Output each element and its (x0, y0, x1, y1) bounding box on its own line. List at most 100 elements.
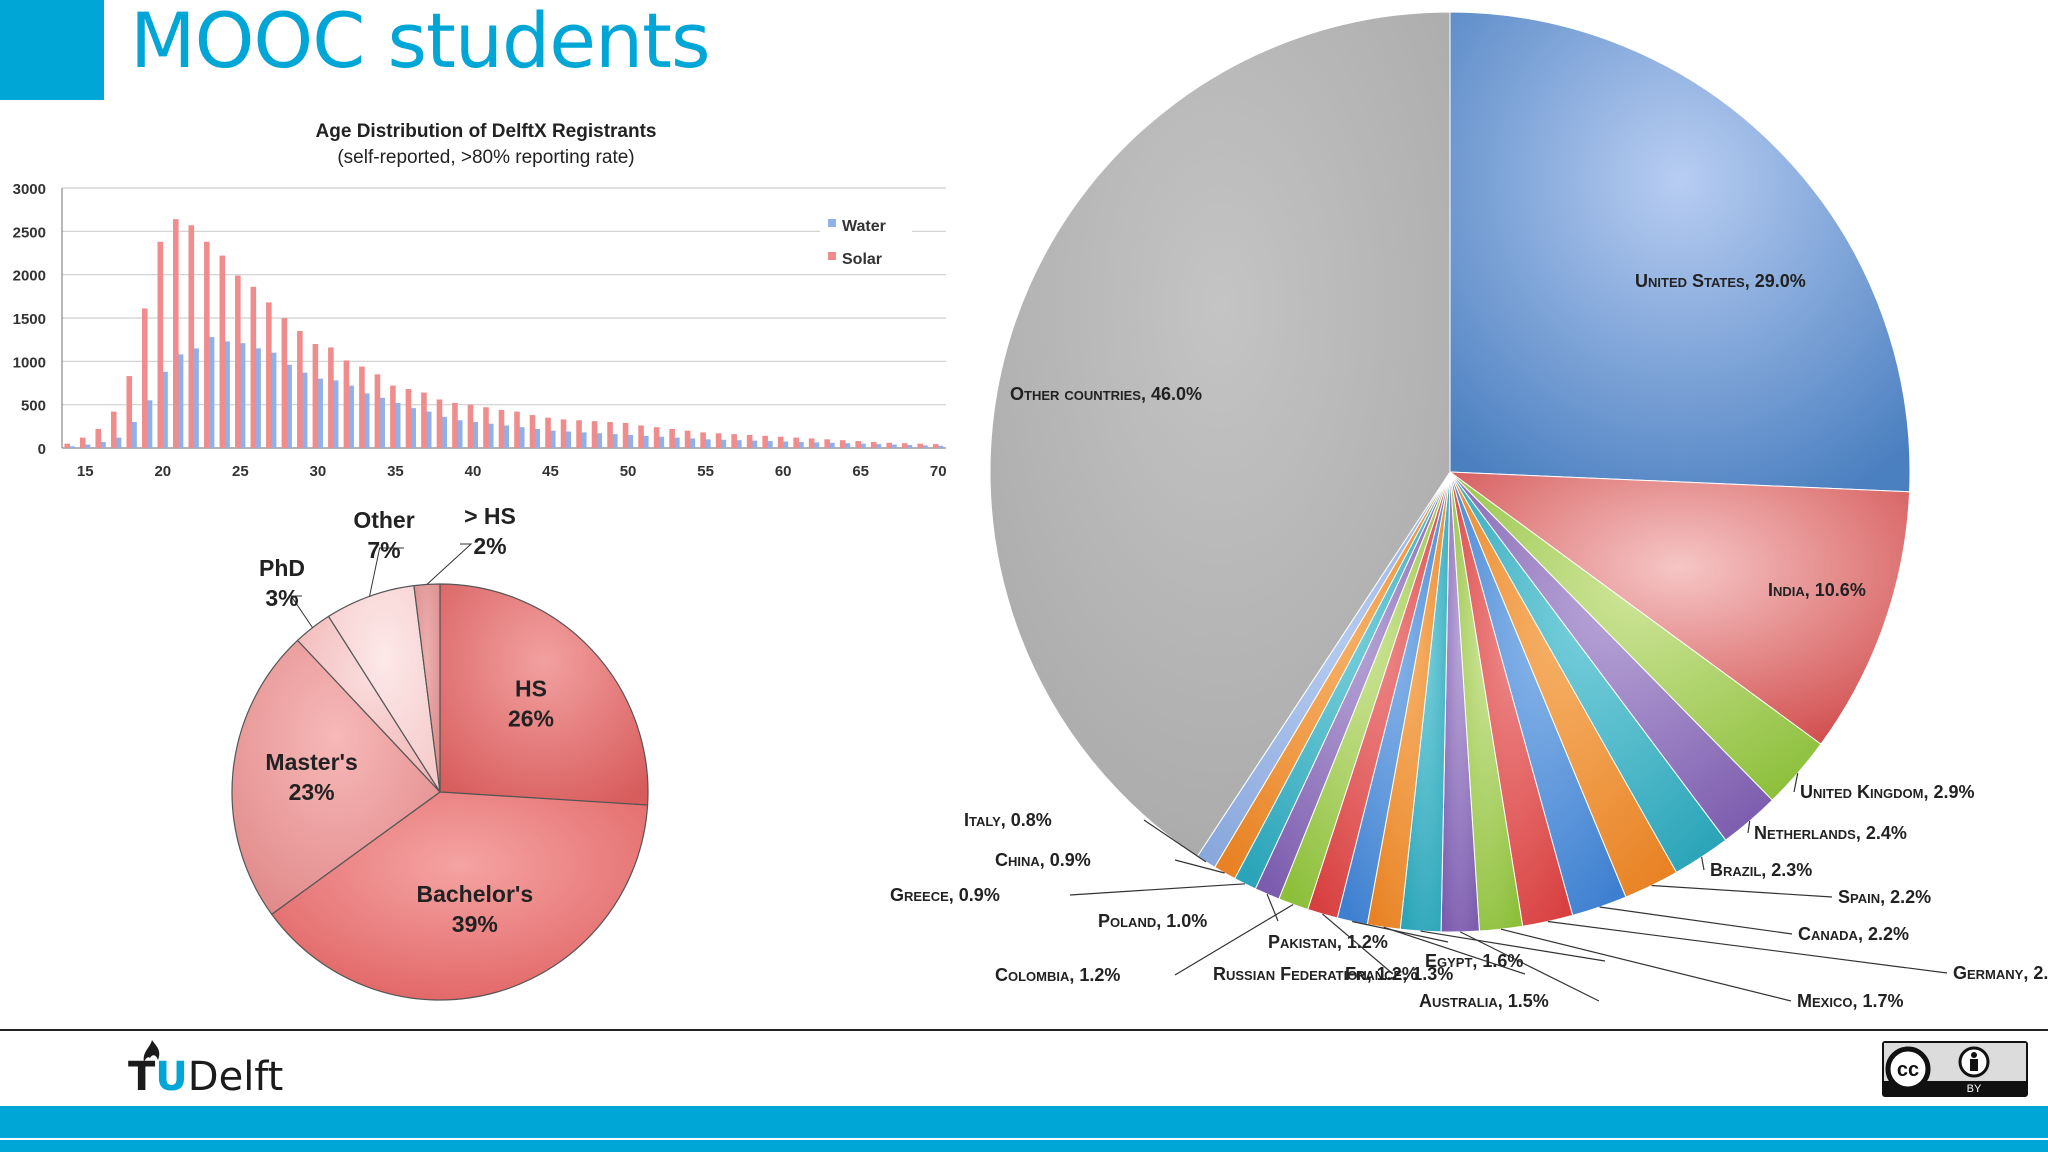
country-slice (989, 11, 1451, 858)
bar-water (829, 442, 835, 448)
bar-water (410, 408, 416, 448)
bar-solar (917, 443, 924, 448)
bar-water (643, 435, 649, 448)
tu-delft-logo: TUDelft (128, 1054, 283, 1100)
bar-water (301, 372, 308, 448)
bar-water (441, 416, 447, 448)
country-leader-line (1793, 773, 1799, 793)
country-slice-label: Poland, 1.0% (1098, 911, 1207, 931)
country-slice-label: Spain, 2.2% (1838, 887, 1931, 907)
bar-water (270, 352, 277, 448)
bar-solar (932, 444, 939, 448)
cc-label: cc (1897, 1059, 1919, 1081)
bar-solar (312, 344, 319, 448)
country-slice-label: Mexico, 1.7% (1797, 991, 1903, 1011)
bar-solar (715, 433, 722, 448)
bar-water (162, 371, 168, 448)
bar-solar (839, 440, 846, 448)
bar-solar (855, 441, 861, 448)
bar-solar (390, 385, 396, 448)
bar-water (239, 343, 246, 448)
bar-water (472, 422, 479, 448)
logo-u: U (155, 1054, 188, 1100)
bar-solar (622, 422, 629, 448)
bar-water (844, 443, 851, 448)
bar-water (813, 442, 820, 448)
bar-water (922, 445, 928, 448)
bar-water (317, 378, 323, 448)
legend-solar-swatch (828, 252, 836, 260)
bar-water (751, 440, 758, 448)
bar-solar (126, 376, 133, 448)
country-leader-line (1459, 931, 1600, 1002)
x-tick-label: 30 (310, 463, 327, 480)
country-slice-label: United States, 29.0% (1635, 271, 1806, 291)
country-slice-label: China, 0.9% (995, 850, 1091, 870)
by-label: BY (1967, 1083, 1982, 1095)
bar-solar (266, 302, 272, 448)
bar-water (612, 434, 618, 448)
education-slice (270, 791, 649, 1001)
education-slice-label: PhD (259, 555, 305, 581)
bar-water (798, 441, 804, 448)
bar-water (456, 420, 463, 448)
title-accent-block (0, 0, 104, 100)
bar-water (674, 437, 680, 448)
bar-water (767, 441, 773, 448)
bar-water (503, 425, 510, 448)
country-leader-line (1547, 920, 1948, 974)
bar-solar (204, 241, 210, 448)
bar-solar (374, 374, 381, 448)
y-tick-label: 1500 (13, 311, 46, 328)
bar-water (224, 341, 230, 448)
country-pie-chart: United States, 29.0% India, 10.6% United K… (890, 11, 2048, 1011)
bar-solar (824, 439, 830, 448)
bar-solar (436, 399, 443, 448)
bar-water (379, 397, 385, 448)
bar-solar (684, 430, 691, 448)
logo-t: T (128, 1054, 156, 1100)
country-slice-label: Colombia, 1.2% (995, 965, 1120, 985)
bar-solar (79, 437, 86, 448)
bar-solar (545, 417, 551, 448)
bar-water (208, 337, 215, 448)
education-slice-value: 7% (367, 537, 400, 563)
bar-water (394, 402, 401, 448)
country-slice-label: France, 1.3% (1345, 964, 1453, 984)
legend-solar-label: Solar (842, 251, 882, 268)
footer-band-bottom (0, 1140, 2048, 1152)
bar-chart-subtitle: (self-reported, >80% reporting rate) (337, 147, 634, 168)
country-slice-label: Other countries, 46.0% (1010, 384, 1202, 404)
education-slice-label: Other (353, 507, 414, 533)
bar-solar (777, 436, 784, 448)
bar-water (705, 439, 711, 448)
bar-solar (669, 428, 675, 448)
slide-title: MOOC students (130, 0, 711, 85)
footer-divider (0, 1029, 2048, 1031)
bar-solar (591, 421, 598, 448)
bar-solar (808, 438, 815, 448)
country-leader-line (1599, 906, 1793, 935)
education-slice-label: HS (515, 676, 547, 702)
y-tick-label: 500 (21, 398, 46, 415)
bar-solar (870, 441, 877, 448)
bar-solar (235, 275, 241, 448)
education-slice-value: 3% (265, 585, 298, 611)
country-slice-label: Egypt, 1.6% (1425, 951, 1523, 971)
y-tick-label: 0 (38, 441, 46, 458)
bar-water (891, 444, 897, 448)
bar-water (580, 432, 587, 448)
country-leader-line (1266, 893, 1279, 922)
country-leader-line (1383, 926, 1526, 975)
bar-water (534, 428, 541, 448)
cc-by-license-badge: cc BY (1882, 1041, 2028, 1097)
country-slice-label: Russian Federation, 1.2% (1213, 964, 1418, 984)
bar-solar (64, 443, 71, 448)
x-tick-label: 65 (852, 463, 869, 480)
y-tick-label: 2000 (13, 268, 46, 285)
legend-water-label: Water (842, 218, 886, 235)
country-slice (1448, 471, 1911, 745)
country-slice-label: Netherlands, 2.4% (1754, 823, 1907, 843)
bar-solar (359, 366, 365, 448)
country-leader-line (1143, 819, 1207, 863)
